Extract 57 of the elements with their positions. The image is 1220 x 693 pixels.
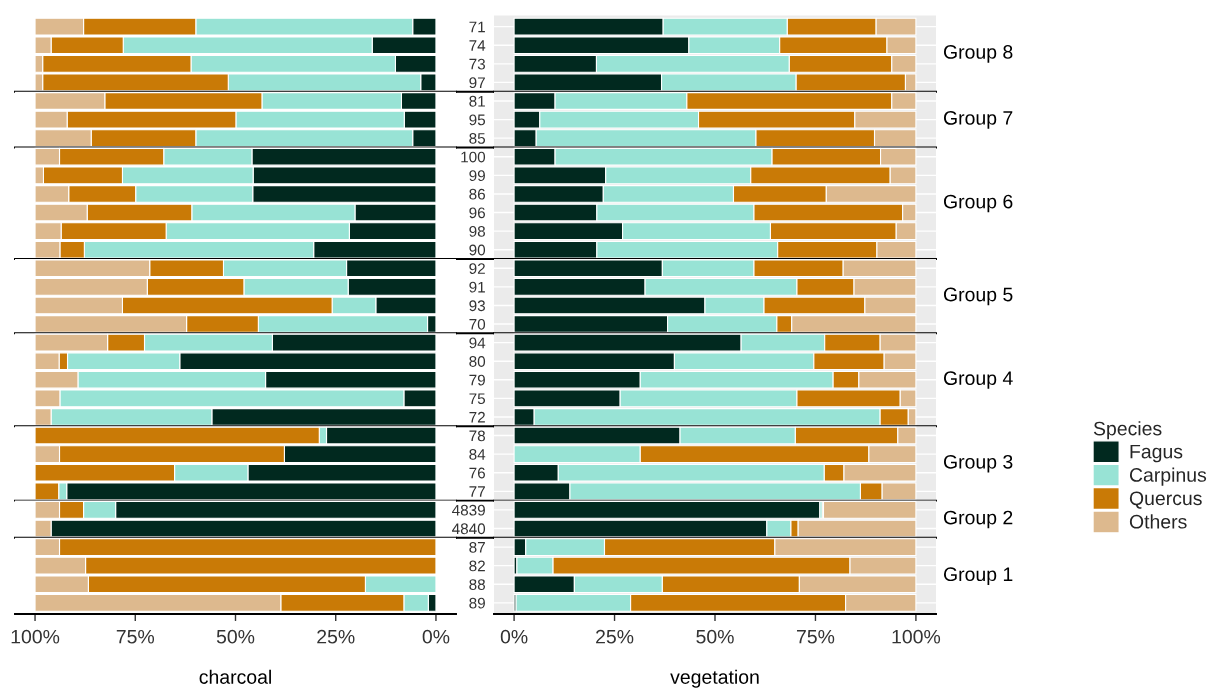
y-tick-label: 76 xyxy=(469,467,485,479)
y-tick-label: 99 xyxy=(469,170,485,182)
y-tick-label: 4839 xyxy=(452,504,485,516)
legend-label: Carpinus xyxy=(1129,467,1207,486)
y-tick-label: 81 xyxy=(469,95,485,107)
y-tick-label: 71 xyxy=(469,21,485,33)
text: Group 2 xyxy=(943,510,1013,529)
x-tick-label: 75% xyxy=(116,629,155,644)
y-tick-label: 88 xyxy=(469,579,485,590)
x-tick-label: 0% xyxy=(422,629,450,644)
y-tick-label: 74 xyxy=(469,40,486,51)
text: Group 7 xyxy=(943,111,1013,129)
y-tick-label: 90 xyxy=(469,244,486,256)
legend-label: Quercus xyxy=(1129,491,1202,509)
text: Group 8 xyxy=(943,45,1013,63)
x-tick-label: 25% xyxy=(596,629,634,644)
y-tick-label: 85 xyxy=(469,133,486,144)
x-axis-title: charcoal xyxy=(199,669,271,684)
y-tick-label: 80 xyxy=(469,356,486,367)
y-tick-label: 95 xyxy=(469,114,486,126)
x-tick-label: 50% xyxy=(696,629,734,644)
x-tick-label: 75% xyxy=(796,629,835,644)
x-tick-label: 0% xyxy=(500,629,528,644)
y-tick-label: 97 xyxy=(469,77,485,89)
y-tick-label: 93 xyxy=(469,300,485,312)
y-tick-label: 89 xyxy=(469,597,485,609)
y-tick-label: 100 xyxy=(461,151,486,163)
y-tick-label: 72 xyxy=(469,411,485,423)
text: Group 1 xyxy=(943,567,1013,585)
x-axis-title: vegetation xyxy=(670,669,759,688)
x-tick-label: 100% xyxy=(892,629,941,644)
y-tick-label: 84 xyxy=(469,449,486,460)
x-tick-label: 25% xyxy=(317,629,355,644)
y-tick-label: 79 xyxy=(469,374,485,386)
x-tick-label: 100% xyxy=(11,629,60,644)
text: Group 3 xyxy=(943,454,1013,473)
y-tick-label: 92 xyxy=(469,263,485,274)
y-tick-label: 96 xyxy=(469,207,485,219)
text: Group 4 xyxy=(943,371,1013,389)
x-tick-label: 50% xyxy=(216,629,255,644)
text: Group 6 xyxy=(943,194,1013,213)
y-tick-label: 75 xyxy=(469,393,486,405)
legend-title: Species xyxy=(1093,421,1162,440)
y-tick-label: 91 xyxy=(469,281,485,293)
legend-label: Fagus xyxy=(1130,444,1183,463)
y-tick-label: 87 xyxy=(469,541,485,553)
legend-label: Others xyxy=(1129,514,1187,529)
y-tick-label: 70 xyxy=(469,318,486,330)
y-tick-label: 82 xyxy=(469,560,485,572)
y-tick-label: 86 xyxy=(469,188,485,200)
y-tick-label: 77 xyxy=(469,486,485,497)
y-tick-label: 4840 xyxy=(452,523,486,535)
y-tick-label: 73 xyxy=(469,58,485,70)
text: Group 5 xyxy=(943,287,1013,306)
y-tick-label: 94 xyxy=(469,337,486,349)
y-tick-label: 98 xyxy=(469,225,485,237)
y-tick-label: 78 xyxy=(469,430,485,442)
